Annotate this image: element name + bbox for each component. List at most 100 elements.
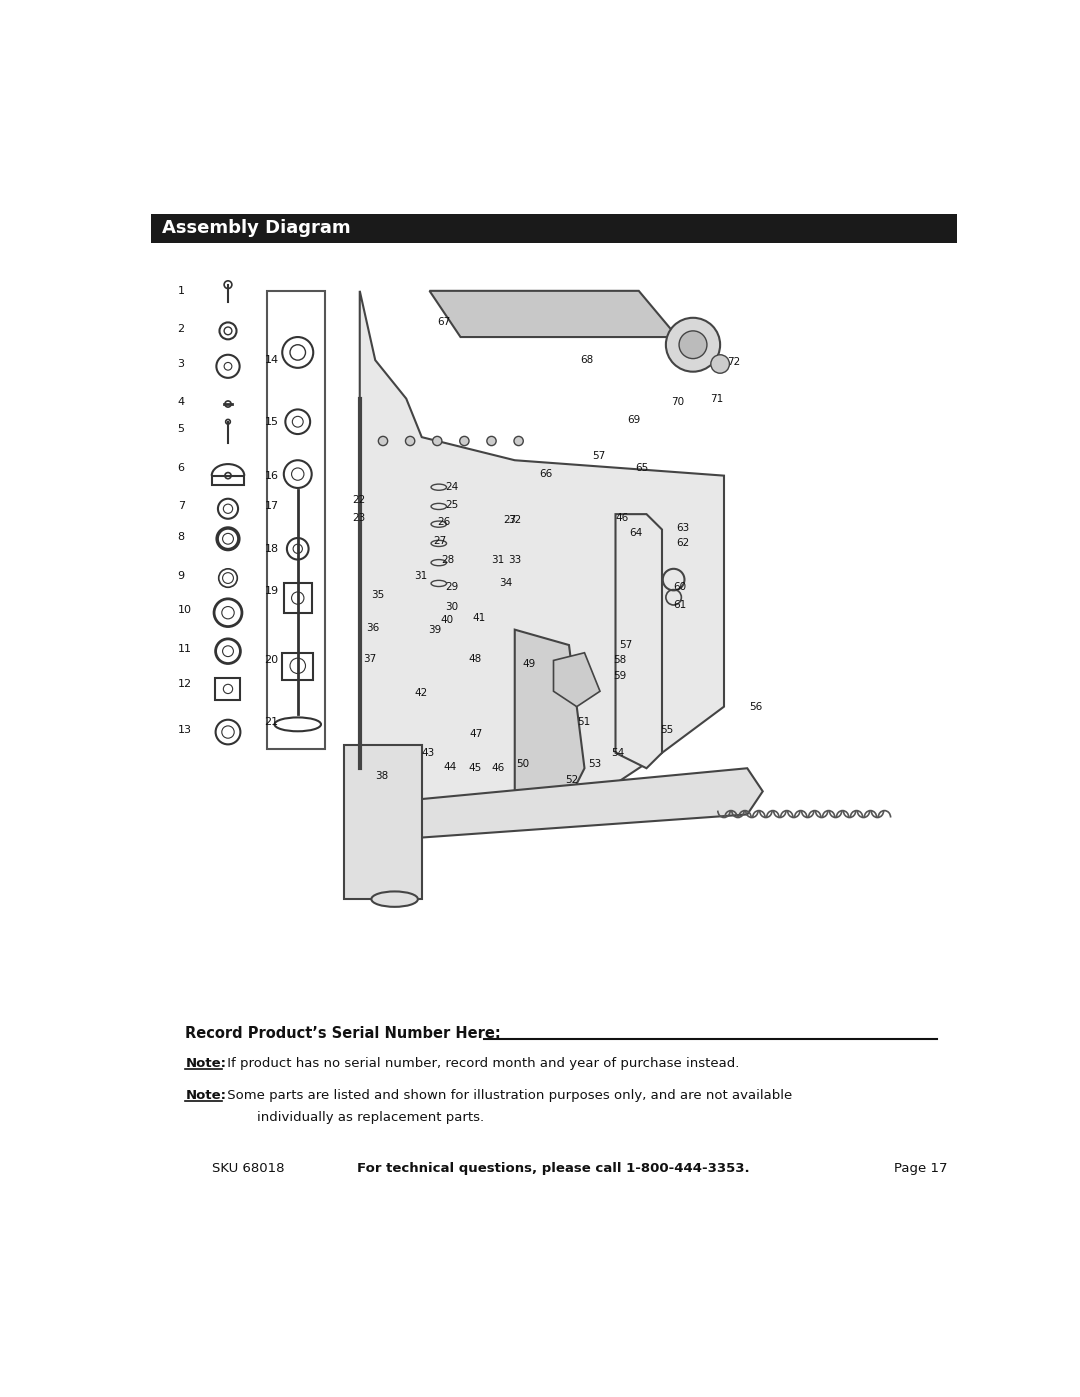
Text: 19: 19 bbox=[265, 587, 279, 597]
Text: 3: 3 bbox=[177, 359, 185, 369]
Bar bbox=[282, 652, 313, 680]
Text: 25: 25 bbox=[445, 500, 458, 510]
Text: 70: 70 bbox=[672, 398, 685, 408]
Text: 12: 12 bbox=[177, 679, 192, 689]
Text: 16: 16 bbox=[265, 471, 279, 481]
Text: Page 17: Page 17 bbox=[894, 1162, 948, 1175]
Text: 53: 53 bbox=[589, 760, 602, 770]
Text: 62: 62 bbox=[676, 538, 689, 549]
Text: 45: 45 bbox=[469, 763, 482, 774]
Text: Record Product’s Serial Number Here:: Record Product’s Serial Number Here: bbox=[186, 1025, 501, 1041]
Text: 46: 46 bbox=[491, 763, 504, 774]
Text: 57: 57 bbox=[619, 640, 633, 650]
Text: 31: 31 bbox=[414, 571, 428, 581]
Polygon shape bbox=[515, 630, 584, 799]
Text: 35: 35 bbox=[372, 590, 384, 599]
Text: 27: 27 bbox=[503, 515, 516, 525]
Bar bbox=[267, 291, 325, 749]
Text: 54: 54 bbox=[611, 747, 625, 757]
Text: 46: 46 bbox=[616, 513, 629, 522]
Polygon shape bbox=[430, 291, 677, 337]
Circle shape bbox=[711, 355, 729, 373]
Text: 59: 59 bbox=[613, 671, 626, 680]
Text: Assembly Diagram: Assembly Diagram bbox=[162, 219, 351, 237]
Text: 26: 26 bbox=[437, 517, 450, 527]
Text: 28: 28 bbox=[441, 556, 455, 566]
Text: 50: 50 bbox=[516, 760, 529, 770]
Circle shape bbox=[405, 436, 415, 446]
Text: 36: 36 bbox=[366, 623, 379, 633]
Text: 2: 2 bbox=[177, 324, 185, 334]
Text: 44: 44 bbox=[444, 761, 457, 771]
Text: 41: 41 bbox=[472, 613, 485, 623]
Text: Some parts are listed and shown for illustration purposes only, and are not avai: Some parts are listed and shown for illu… bbox=[222, 1090, 792, 1102]
Text: 33: 33 bbox=[509, 556, 522, 566]
Text: 60: 60 bbox=[674, 583, 687, 592]
Text: 67: 67 bbox=[437, 317, 450, 327]
Text: 55: 55 bbox=[661, 725, 674, 735]
Text: 56: 56 bbox=[748, 701, 762, 711]
Bar bbox=[284, 584, 312, 613]
Text: 4: 4 bbox=[177, 398, 185, 408]
Text: SKU 68018: SKU 68018 bbox=[213, 1162, 285, 1175]
Polygon shape bbox=[345, 291, 724, 830]
Text: 29: 29 bbox=[445, 583, 458, 592]
Text: 42: 42 bbox=[414, 687, 428, 697]
Text: 24: 24 bbox=[445, 482, 458, 492]
Text: 52: 52 bbox=[565, 775, 579, 785]
Circle shape bbox=[487, 436, 496, 446]
Circle shape bbox=[378, 436, 388, 446]
Polygon shape bbox=[399, 768, 762, 838]
Circle shape bbox=[460, 436, 469, 446]
Text: 13: 13 bbox=[177, 725, 191, 735]
Circle shape bbox=[514, 436, 524, 446]
Text: 66: 66 bbox=[540, 469, 553, 479]
Text: 37: 37 bbox=[364, 654, 377, 664]
Text: 49: 49 bbox=[523, 659, 536, 669]
Text: 15: 15 bbox=[265, 416, 279, 426]
Text: 63: 63 bbox=[676, 522, 689, 534]
Text: For technical questions, please call 1-800-444-3353.: For technical questions, please call 1-8… bbox=[357, 1162, 750, 1175]
Bar bbox=[215, 678, 241, 700]
Text: 71: 71 bbox=[710, 394, 724, 404]
Text: 43: 43 bbox=[422, 747, 435, 757]
Bar bbox=[345, 745, 422, 900]
Circle shape bbox=[679, 331, 707, 359]
Text: 48: 48 bbox=[469, 654, 482, 664]
Text: 72: 72 bbox=[727, 356, 741, 366]
Text: 5: 5 bbox=[177, 425, 185, 434]
Ellipse shape bbox=[372, 891, 418, 907]
Text: 57: 57 bbox=[592, 451, 606, 461]
Text: If product has no serial number, record month and year of purchase instead.: If product has no serial number, record … bbox=[222, 1058, 739, 1070]
Text: 9: 9 bbox=[177, 571, 185, 581]
Text: 31: 31 bbox=[491, 556, 504, 566]
Text: 7: 7 bbox=[177, 502, 185, 511]
Text: Note:: Note: bbox=[186, 1090, 227, 1102]
Text: 64: 64 bbox=[630, 528, 643, 538]
Text: 30: 30 bbox=[445, 602, 458, 612]
Text: 8: 8 bbox=[177, 532, 185, 542]
Text: 65: 65 bbox=[635, 462, 648, 474]
Text: 23: 23 bbox=[352, 513, 365, 522]
Text: 39: 39 bbox=[428, 624, 442, 634]
Text: 22: 22 bbox=[352, 496, 365, 506]
Bar bbox=[212, 475, 244, 485]
Text: 58: 58 bbox=[613, 655, 626, 665]
Bar bbox=[150, 214, 957, 243]
Text: 34: 34 bbox=[499, 578, 513, 588]
Text: 11: 11 bbox=[177, 644, 191, 654]
Text: 27: 27 bbox=[433, 536, 447, 546]
Polygon shape bbox=[616, 514, 662, 768]
Text: 69: 69 bbox=[627, 415, 640, 425]
Text: 6: 6 bbox=[177, 462, 185, 474]
Circle shape bbox=[433, 436, 442, 446]
Text: 68: 68 bbox=[581, 355, 594, 365]
Text: 21: 21 bbox=[265, 717, 279, 726]
Text: 32: 32 bbox=[509, 515, 522, 525]
Text: 18: 18 bbox=[265, 543, 279, 553]
Circle shape bbox=[666, 317, 720, 372]
Text: 1: 1 bbox=[177, 286, 185, 296]
Text: 51: 51 bbox=[577, 717, 590, 726]
Text: 20: 20 bbox=[265, 655, 279, 665]
Text: 40: 40 bbox=[441, 616, 454, 626]
